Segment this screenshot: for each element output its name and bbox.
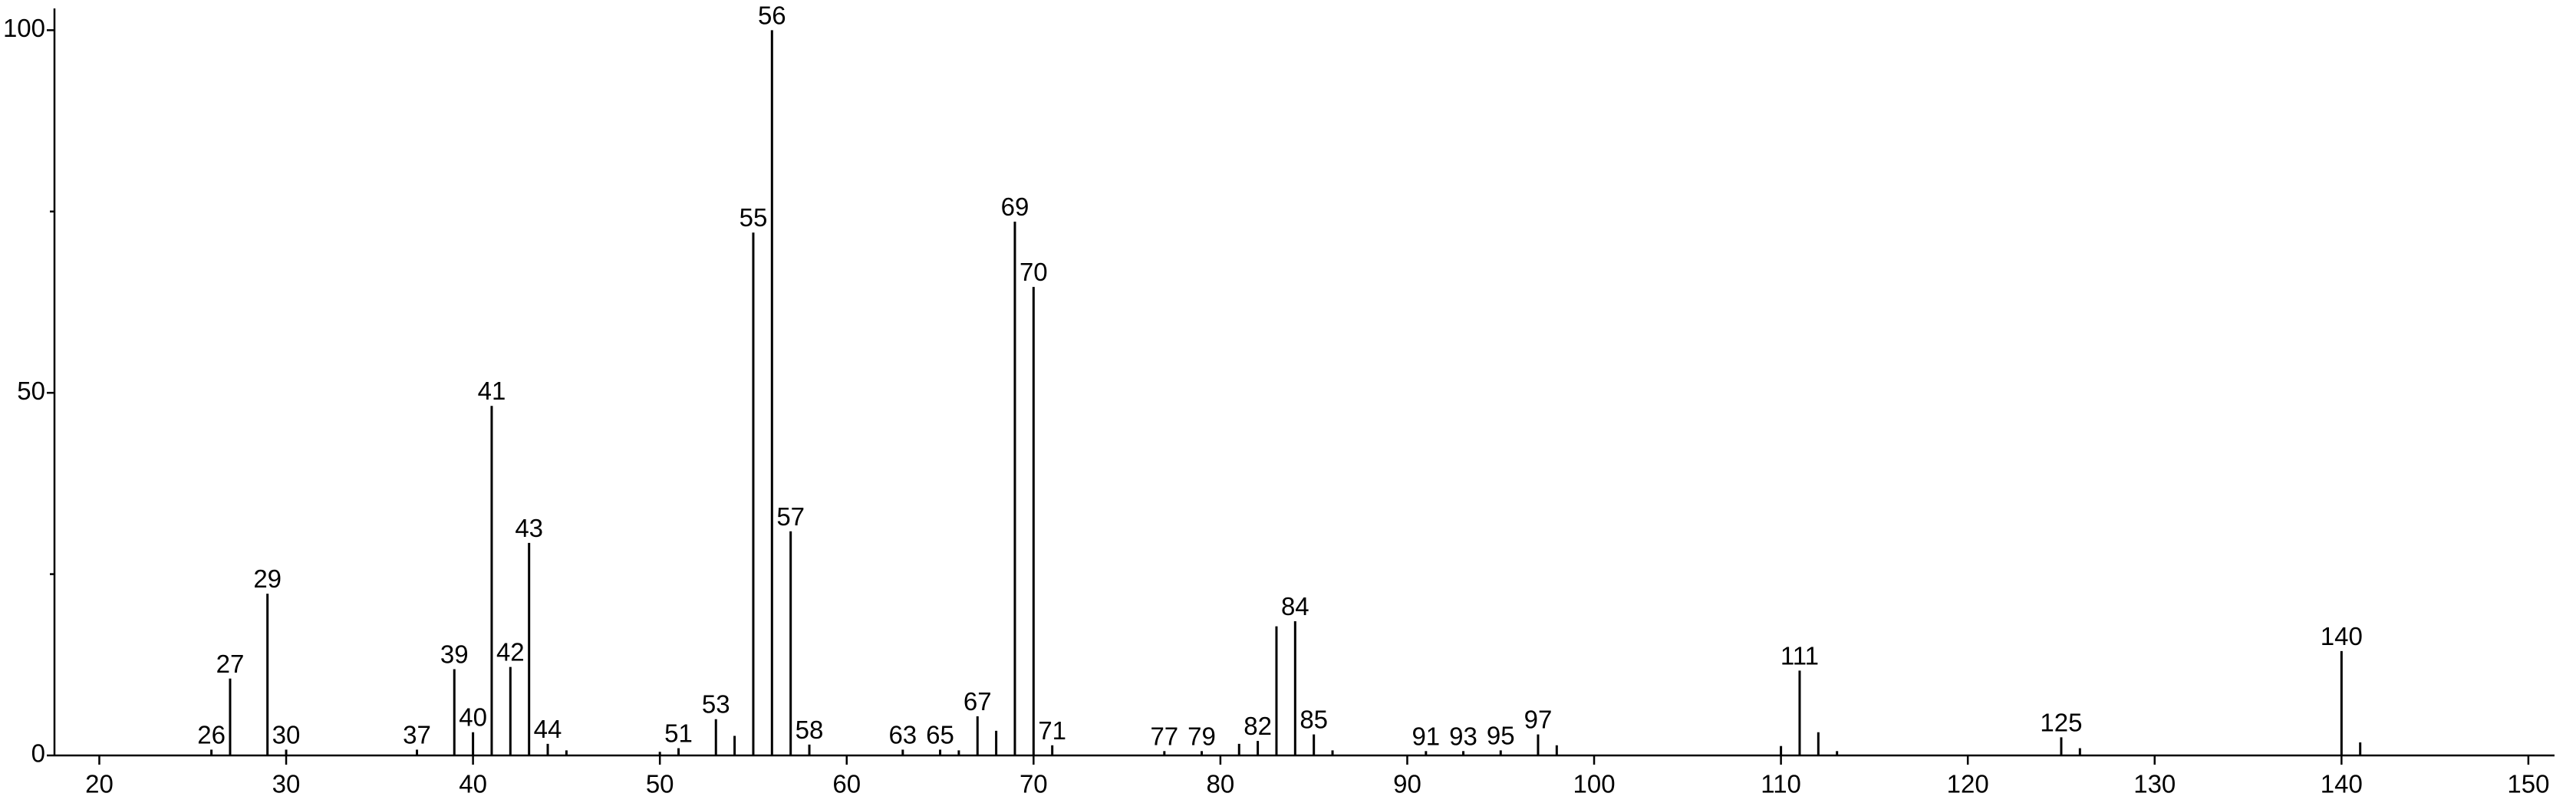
x-tick-label: 140 bbox=[2321, 770, 2363, 798]
x-tick-label: 100 bbox=[1573, 770, 1616, 798]
x-tick-label: 20 bbox=[85, 770, 114, 798]
peak-label: 65 bbox=[926, 720, 954, 749]
peak-label: 37 bbox=[403, 720, 431, 749]
y-tick-label: 0 bbox=[31, 739, 45, 768]
x-tick-label: 30 bbox=[272, 770, 301, 798]
peak-label: 82 bbox=[1244, 712, 1272, 740]
peak-label: 58 bbox=[796, 716, 824, 744]
x-tick-label: 120 bbox=[1947, 770, 1989, 798]
peak-label: 111 bbox=[1780, 641, 1819, 670]
x-tick-label: 110 bbox=[1761, 770, 1801, 798]
peak-label: 79 bbox=[1188, 722, 1216, 750]
peak-label: 39 bbox=[440, 640, 469, 668]
x-tick-label: 90 bbox=[1393, 770, 1421, 798]
peak-label: 69 bbox=[1001, 193, 1029, 221]
peak-label: 97 bbox=[1524, 706, 1553, 734]
x-tick-label: 60 bbox=[832, 770, 861, 798]
peak-label: 27 bbox=[216, 650, 245, 678]
peak-label: 71 bbox=[1038, 716, 1066, 745]
peak-label: 51 bbox=[664, 719, 693, 748]
peak-label: 57 bbox=[776, 502, 805, 531]
peak-label: 26 bbox=[197, 720, 226, 749]
x-tick-label: 40 bbox=[459, 770, 487, 798]
x-tick-label: 70 bbox=[1020, 770, 1048, 798]
peak-label: 56 bbox=[758, 1, 786, 29]
peak-label: 41 bbox=[478, 377, 506, 405]
x-tick-label: 80 bbox=[1207, 770, 1235, 798]
peak-label: 63 bbox=[888, 720, 917, 749]
peak-label: 93 bbox=[1449, 722, 1477, 750]
peak-label: 29 bbox=[253, 564, 282, 593]
peak-label: 43 bbox=[515, 514, 543, 542]
peak-label: 30 bbox=[272, 720, 301, 749]
peak-label: 44 bbox=[534, 715, 562, 743]
x-tick-label: 130 bbox=[2133, 770, 2176, 798]
peak-label: 67 bbox=[964, 687, 992, 716]
peak-label: 55 bbox=[740, 203, 768, 232]
peak-label: 84 bbox=[1281, 592, 1309, 620]
x-tick-label: 150 bbox=[2507, 770, 2549, 798]
y-tick-label: 100 bbox=[3, 14, 45, 42]
peak-label: 85 bbox=[1300, 706, 1328, 734]
peak-label: 95 bbox=[1487, 721, 1515, 749]
peak-label: 70 bbox=[1020, 258, 1048, 286]
peak-label: 42 bbox=[496, 638, 525, 666]
peak-label: 125 bbox=[2040, 708, 2082, 736]
peak-label: 53 bbox=[702, 690, 730, 719]
peak-label: 77 bbox=[1150, 722, 1178, 750]
x-tick-label: 50 bbox=[646, 770, 674, 798]
y-tick-label: 50 bbox=[17, 377, 45, 405]
peak-label: 40 bbox=[459, 703, 487, 732]
peak-label: 140 bbox=[2321, 622, 2363, 650]
peak-label: 91 bbox=[1412, 722, 1440, 750]
